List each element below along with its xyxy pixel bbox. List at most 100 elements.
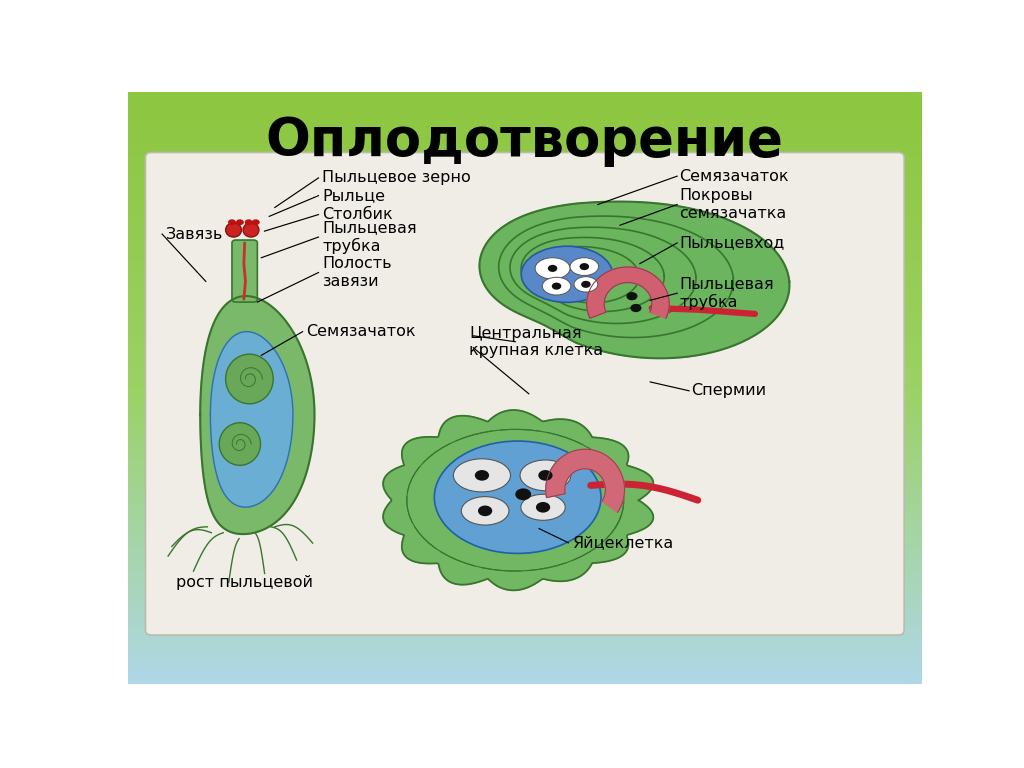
Bar bbox=[128, 432, 922, 435]
FancyBboxPatch shape bbox=[145, 153, 904, 635]
Bar bbox=[128, 166, 922, 169]
Bar bbox=[128, 627, 922, 631]
Circle shape bbox=[627, 292, 638, 300]
Bar bbox=[128, 492, 922, 495]
Bar bbox=[128, 356, 922, 358]
Bar bbox=[128, 178, 922, 181]
Bar bbox=[128, 104, 922, 107]
Bar bbox=[128, 527, 922, 530]
Bar bbox=[128, 577, 922, 580]
Bar bbox=[128, 556, 922, 559]
Bar bbox=[128, 610, 922, 613]
Bar bbox=[128, 116, 922, 119]
Bar bbox=[128, 399, 922, 402]
Bar bbox=[128, 479, 922, 482]
Ellipse shape bbox=[219, 422, 260, 465]
Circle shape bbox=[580, 263, 589, 270]
Bar bbox=[128, 409, 922, 412]
Circle shape bbox=[536, 502, 550, 512]
Bar bbox=[128, 515, 922, 518]
Bar bbox=[128, 193, 922, 196]
Bar bbox=[128, 604, 922, 607]
Bar bbox=[128, 373, 922, 376]
Bar bbox=[128, 276, 922, 279]
Bar bbox=[128, 228, 922, 231]
Bar bbox=[128, 199, 922, 201]
Bar bbox=[128, 586, 922, 589]
Bar bbox=[128, 565, 922, 568]
Bar bbox=[128, 131, 922, 134]
Bar bbox=[128, 101, 922, 104]
Bar bbox=[128, 210, 922, 214]
Bar bbox=[128, 594, 922, 598]
Bar bbox=[128, 418, 922, 420]
Bar bbox=[128, 367, 922, 370]
Bar bbox=[128, 234, 922, 237]
Bar bbox=[128, 281, 922, 284]
Bar bbox=[128, 545, 922, 548]
Bar bbox=[128, 660, 922, 663]
Bar bbox=[128, 406, 922, 409]
Bar bbox=[128, 353, 922, 356]
Bar bbox=[128, 471, 922, 474]
Bar bbox=[128, 663, 922, 666]
Bar bbox=[128, 293, 922, 296]
Bar bbox=[128, 161, 922, 163]
Bar bbox=[128, 382, 922, 385]
Bar bbox=[128, 379, 922, 382]
Bar bbox=[128, 462, 922, 465]
Bar bbox=[128, 524, 922, 527]
Bar bbox=[128, 654, 922, 657]
Bar bbox=[128, 145, 922, 148]
Bar bbox=[128, 420, 922, 423]
Bar bbox=[128, 423, 922, 426]
Bar bbox=[128, 415, 922, 418]
Bar bbox=[128, 615, 922, 618]
Bar bbox=[128, 468, 922, 471]
Bar bbox=[128, 121, 922, 124]
Bar bbox=[128, 639, 922, 642]
Bar bbox=[128, 512, 922, 515]
Bar bbox=[128, 574, 922, 577]
Bar bbox=[128, 359, 922, 361]
Bar bbox=[128, 270, 922, 273]
Bar bbox=[128, 279, 922, 281]
Bar bbox=[128, 521, 922, 524]
Bar bbox=[128, 98, 922, 101]
Bar bbox=[128, 258, 922, 260]
Bar bbox=[128, 488, 922, 492]
Bar bbox=[128, 518, 922, 521]
Bar bbox=[128, 207, 922, 210]
Bar bbox=[128, 252, 922, 255]
Bar bbox=[128, 290, 922, 293]
Circle shape bbox=[236, 220, 244, 225]
Bar bbox=[128, 506, 922, 509]
Bar bbox=[128, 592, 922, 594]
Bar bbox=[128, 338, 922, 340]
Bar bbox=[128, 220, 922, 222]
Bar bbox=[128, 317, 922, 319]
Bar bbox=[128, 441, 922, 444]
Bar bbox=[128, 217, 922, 220]
Text: Пыльцевое зерно: Пыльцевое зерно bbox=[323, 170, 471, 185]
Bar bbox=[128, 394, 922, 397]
Polygon shape bbox=[383, 410, 653, 591]
Text: рост пыльцевой: рост пыльцевой bbox=[176, 575, 312, 591]
Bar bbox=[128, 340, 922, 343]
Circle shape bbox=[475, 470, 489, 481]
Bar bbox=[128, 180, 922, 184]
Circle shape bbox=[478, 505, 493, 516]
Circle shape bbox=[515, 488, 531, 500]
Bar bbox=[128, 482, 922, 485]
Bar bbox=[128, 657, 922, 660]
Bar bbox=[128, 240, 922, 243]
Bar bbox=[128, 580, 922, 583]
Bar bbox=[128, 621, 922, 624]
Polygon shape bbox=[210, 332, 293, 507]
Bar bbox=[128, 568, 922, 571]
Bar bbox=[128, 311, 922, 314]
Bar bbox=[128, 332, 922, 335]
Ellipse shape bbox=[461, 497, 509, 525]
Text: Центральная
крупная клетка: Центральная крупная клетка bbox=[469, 326, 603, 358]
Bar bbox=[128, 140, 922, 142]
